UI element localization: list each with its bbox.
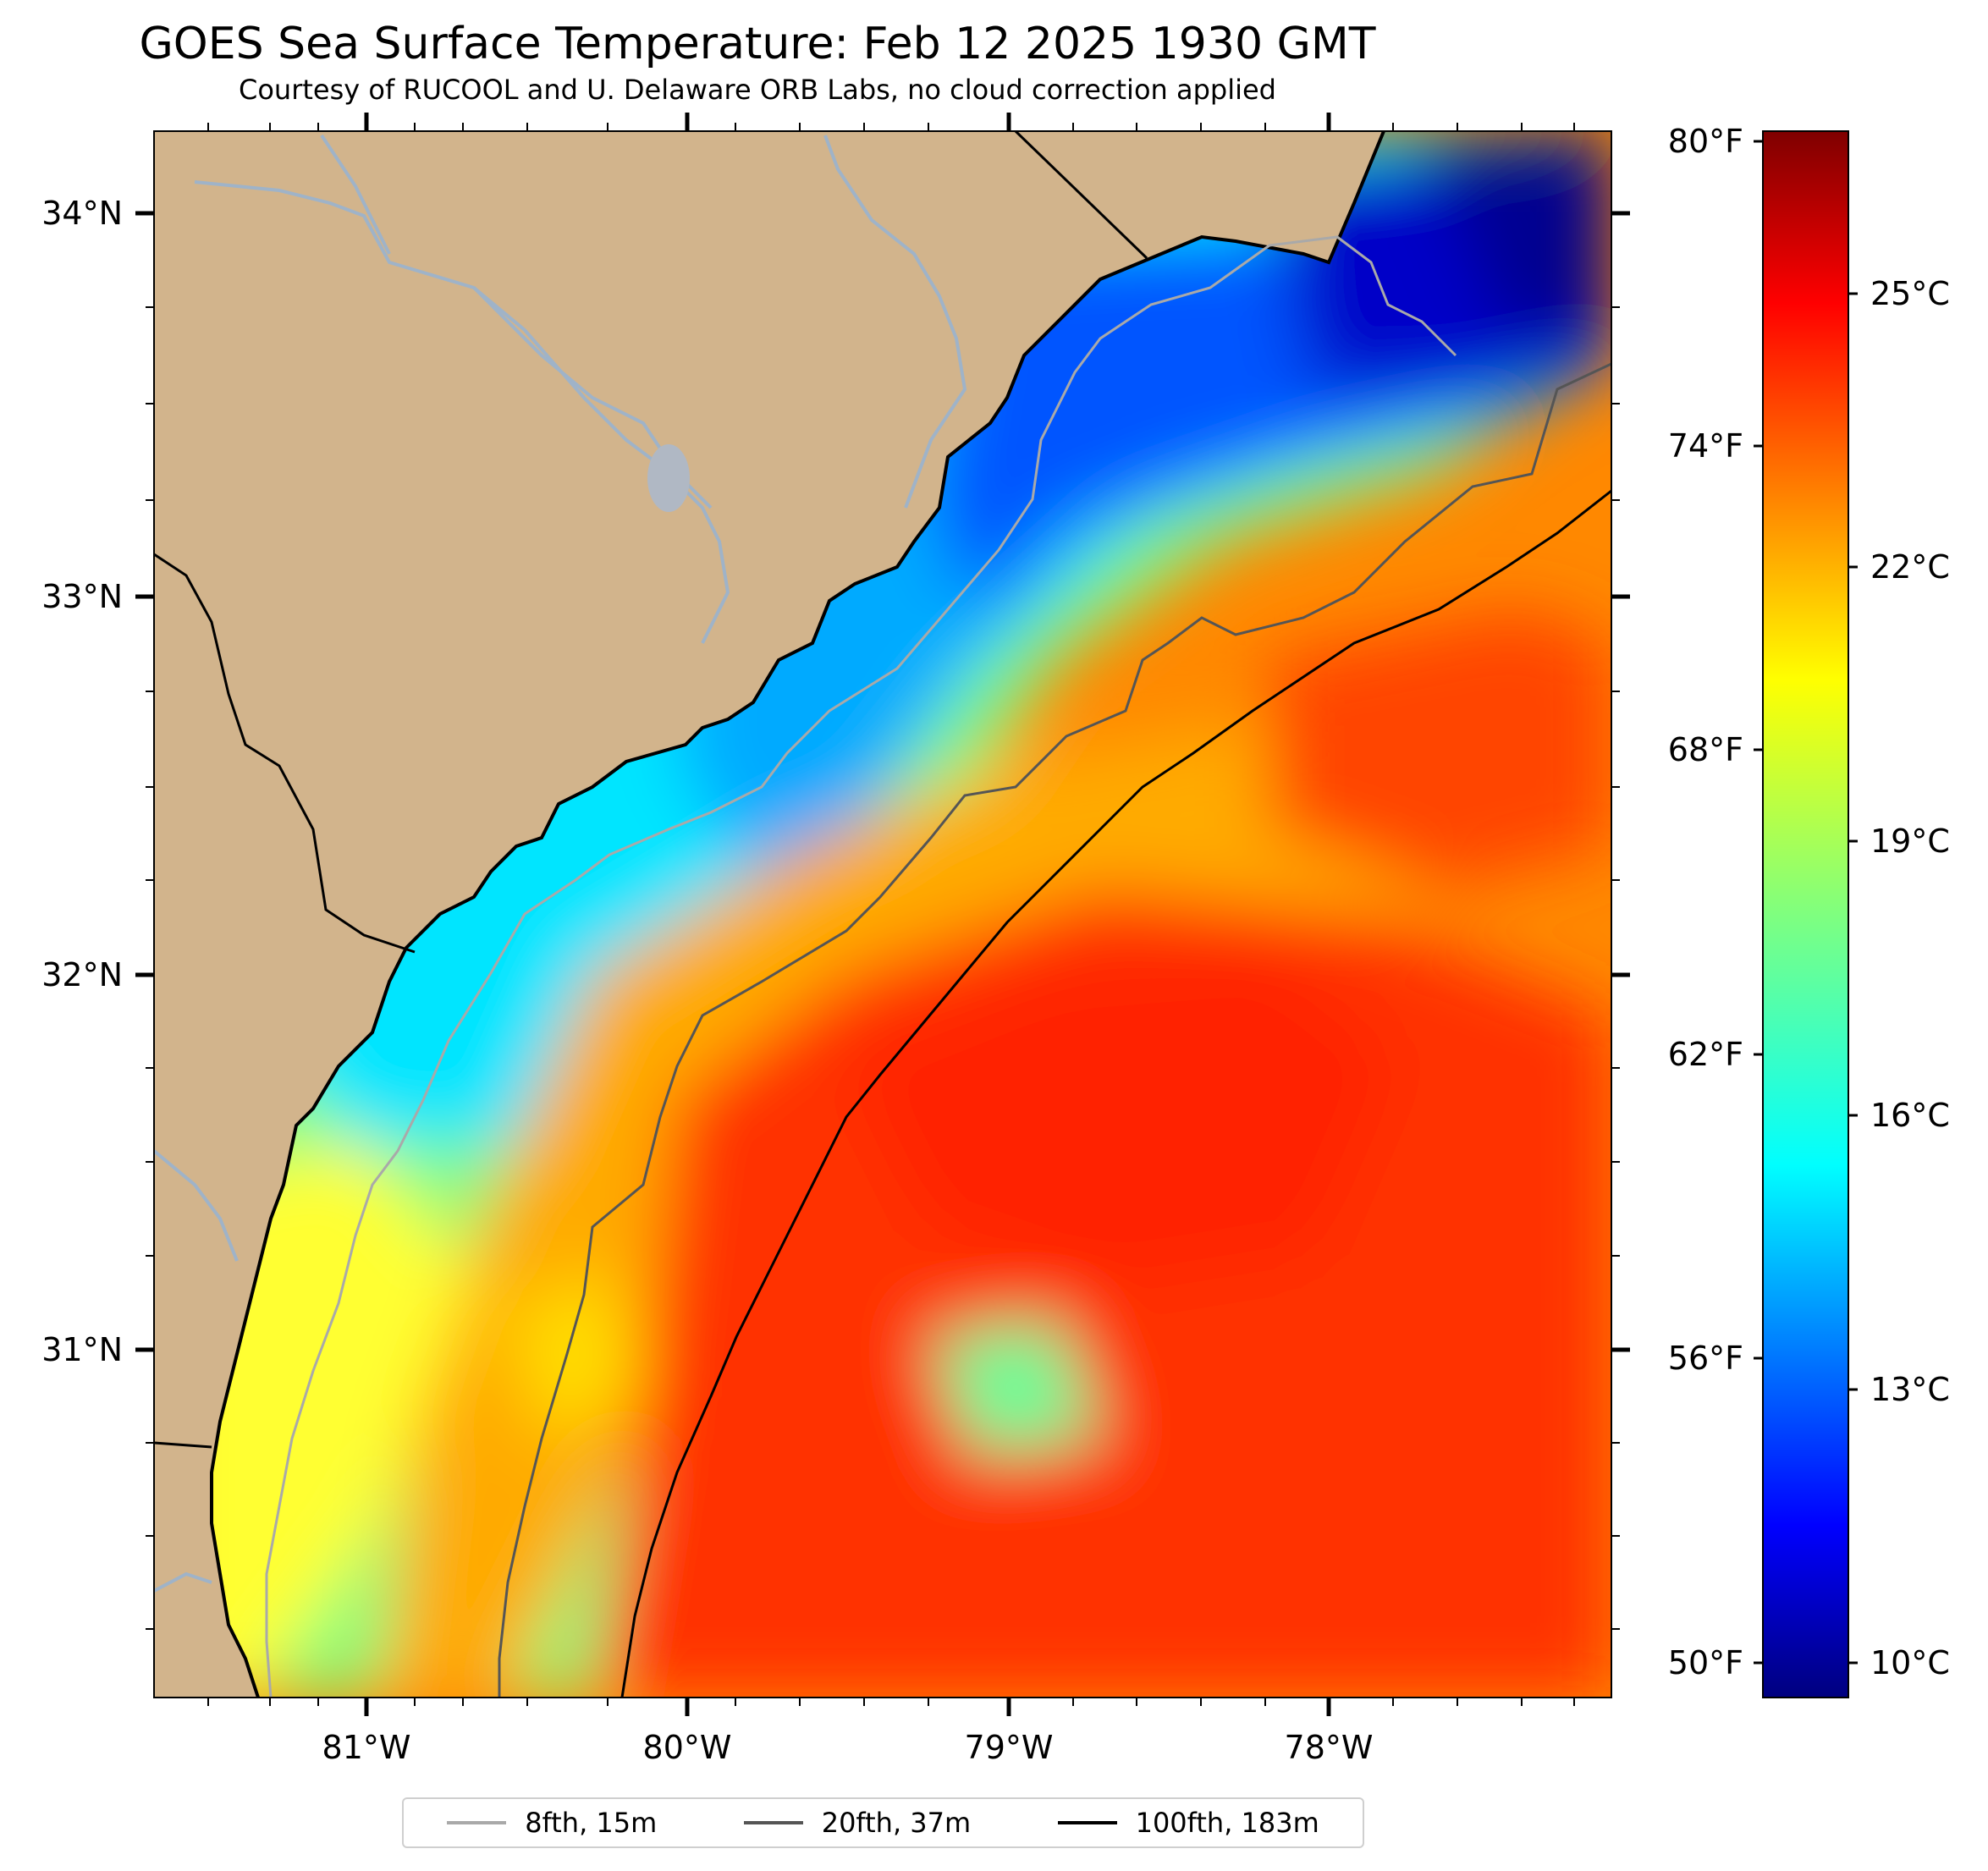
legend-swatch [447,1821,507,1824]
colorbar-f-label: 80°F [1668,123,1743,160]
sst-field [154,131,1611,1698]
lon-ticks [364,113,1331,1716]
colorbar-c-label: 19°C [1870,823,1950,860]
lat-label: 33°N [41,578,123,615]
lat-label: 34°N [41,195,123,232]
map-subtitle: Courtesy of RUCOOL and U. Delaware ORB L… [239,74,1276,106]
colorbar-f-label: 74°F [1668,427,1743,465]
lon-label: 79°W [965,1729,1054,1766]
plot-frame [153,130,1612,1698]
coastline [210,131,1385,1698]
colorbar-c-ticks [1848,292,1858,1665]
colorbar-f-label: 62°F [1668,1036,1743,1073]
colorbar-f-label: 56°F [1668,1340,1743,1377]
lake [647,444,690,512]
legend-label: 8fth, 15m [525,1807,658,1839]
lat-ticks [135,211,1630,1352]
legend-swatch [743,1821,803,1824]
land [154,131,1384,1698]
legend-label: 20fth, 37m [821,1807,972,1839]
colorbar [1762,130,1849,1698]
state-borders [154,131,1148,1449]
lon-label: 81°W [322,1729,411,1766]
legend-swatch [1057,1821,1117,1824]
lon-label: 78°W [1285,1729,1374,1766]
colorbar-c-label: 22°C [1870,548,1950,586]
isobath-8fth [265,235,1457,1698]
isobath-legend: 8fth, 15m 20fth, 37m 100fth, 183m [402,1797,1364,1848]
minor-ticks [146,123,1620,1706]
legend-item-8fth: 8fth, 15m [447,1807,657,1839]
legend-item-100fth: 100fth, 183m [1057,1807,1319,1839]
colorbar-f-label: 68°F [1668,731,1743,768]
colorbar-c-label: 13°C [1870,1371,1950,1408]
colorbar-c-label: 10°C [1870,1644,1950,1681]
legend-item-20fth: 20fth, 37m [743,1807,972,1839]
lon-label: 80°W [643,1729,732,1766]
colorbar-f-ticks [1754,140,1763,1665]
colorbar-f-label: 50°F [1668,1644,1743,1681]
lat-label: 31°N [41,1331,123,1368]
colorbar-c-label: 25°C [1870,275,1950,312]
map-title: GOES Sea Surface Temperature: Feb 12 202… [139,19,1376,69]
isobath-20fth [498,362,1611,1698]
isobath-100fth [620,489,1611,1698]
lat-label: 32°N [41,956,123,993]
colorbar-c-label: 16°C [1870,1097,1950,1134]
legend-label: 100fth, 183m [1135,1807,1319,1839]
